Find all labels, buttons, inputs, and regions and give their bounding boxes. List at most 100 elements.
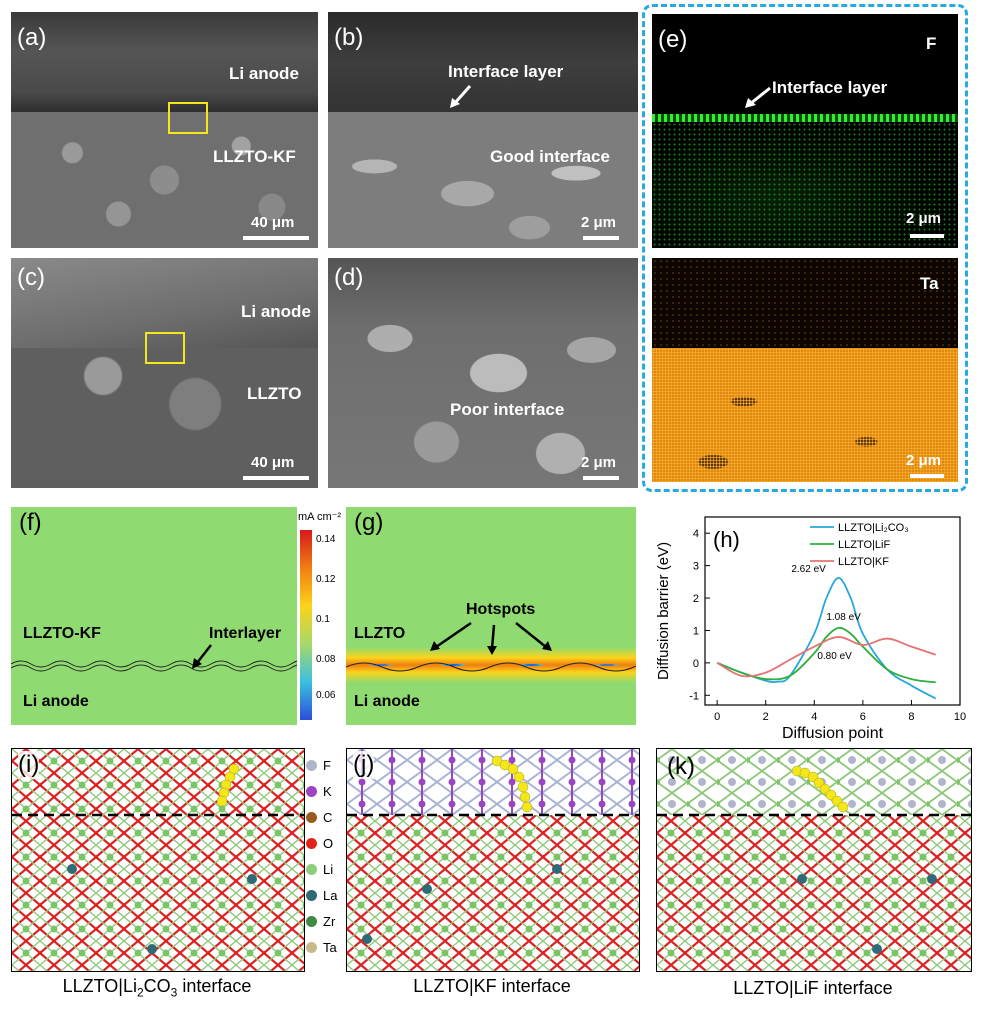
series-line-1 (716, 626, 936, 684)
x-axis-label: Diffusion point (782, 725, 884, 742)
panel-label-b: (b) (334, 24, 364, 51)
caption-i-part: interface (177, 976, 252, 996)
eds-map-fluorine: (e) F Interface layer 2 μm (652, 14, 958, 248)
atom-panel-i: (i) (11, 748, 305, 972)
scale-bar-label: 2 μm (906, 210, 942, 227)
interlayer-line (11, 660, 297, 672)
element-label-ta: Ta (920, 274, 939, 293)
interface-arrow (745, 86, 771, 108)
legend-item-o: O (306, 834, 333, 852)
y-axis-label: Diffusion barrier (eV) (655, 542, 672, 680)
legend-item-f: F (306, 756, 331, 774)
li-anode-layer (11, 12, 318, 112)
caption-i-part: LLZTO|Li (62, 976, 137, 996)
atomic-structure (12, 749, 304, 971)
caption-i-sub: 2 (136, 985, 144, 1000)
interlayer-label: Interlayer (209, 625, 282, 642)
element-dot-icon (306, 811, 317, 823)
y-tick-label: 1 (693, 625, 699, 637)
scale-bar (583, 476, 619, 480)
x-tick-label: 4 (811, 711, 817, 723)
y-tick-label: 3 (693, 561, 699, 573)
li-anode-label: Li anode (229, 64, 299, 83)
ceramic-surface (11, 348, 318, 488)
element-label-f: F (926, 34, 937, 53)
li-anode-label: Li anode (23, 693, 89, 710)
legend-label: O (323, 835, 334, 851)
scale-bar (910, 474, 944, 478)
legend-label: C (323, 809, 333, 825)
element-dot-icon (306, 889, 317, 901)
ceramic-grains (328, 112, 638, 248)
poor-interface-label: Poor interface (450, 400, 565, 419)
scale-bar-label: 40 μm (251, 454, 295, 471)
caption-i-part: CO (143, 976, 171, 996)
scale-bar-label: 40 μm (251, 214, 295, 231)
li-diffusion-path (491, 755, 533, 813)
element-dot-icon (306, 837, 317, 849)
colorbar (300, 530, 312, 720)
colorbar-tick-label: 0.12 (316, 574, 336, 585)
legend-item-zr: Zr (306, 912, 335, 930)
li-anode-label: Li anode (241, 302, 311, 321)
legend-label: F (323, 757, 331, 773)
scale-bar-label: 2 μm (906, 452, 942, 469)
legend-item-c: C (306, 808, 332, 826)
x-tick-label: 8 (908, 711, 914, 723)
colorbar-tick-label: 0.06 (316, 690, 336, 701)
panel-label-k: (k) (667, 753, 695, 780)
x-tick-label: 10 (954, 711, 966, 723)
legend-item-k: K (306, 782, 332, 800)
eds-map-tantalum: Ta 2 μm (652, 258, 958, 482)
fracture-surface (328, 258, 638, 488)
zoom-marker (145, 332, 185, 364)
good-interface-label: Good interface (490, 147, 610, 166)
element-dot-icon (306, 759, 317, 771)
legend-label: K (323, 783, 332, 799)
caption-j: LLZTO|KF interface (413, 976, 571, 996)
panel-label-d: (d) (334, 264, 364, 291)
diffusion-barrier-chart: 0 2 4 6 8 10 -1 0 1 2 3 4 Diffusion point Diffusion b… (655, 516, 966, 742)
legend-item-ta: Ta (306, 938, 337, 956)
tantalum-bulk (652, 348, 958, 482)
llzto-label: LLZTO (247, 384, 302, 403)
li-diffusion-path (216, 763, 240, 807)
interface-layer-label: Interface layer (448, 62, 564, 81)
llzto-label: LLZTO (354, 625, 406, 642)
scale-bar-label: 2 μm (581, 454, 617, 471)
interface-line (346, 662, 636, 672)
scale-bar (910, 234, 944, 238)
element-dot-icon (306, 915, 317, 927)
panel-label-j: (j) (353, 751, 375, 779)
scale-bar (243, 476, 309, 480)
sim-panel-f: (f) LLZTO-KF Interlayer Li anode (11, 507, 297, 725)
llzto-kf-label: LLZTO-KF (213, 147, 296, 166)
legend-label: Li (323, 861, 334, 877)
zoom-marker (168, 102, 208, 134)
panel-label-a: (a) (17, 24, 47, 51)
interface-layer-label: Interface layer (772, 78, 888, 97)
y-tick-label: 2 (693, 593, 699, 605)
y-tick-label: -1 (689, 690, 699, 702)
legend-item-la: La (306, 886, 337, 904)
element-dot-icon (306, 785, 317, 797)
llzto-kf-label: LLZTO-KF (23, 625, 101, 642)
scale-bar (243, 236, 309, 240)
panel-label-c: (c) (17, 264, 45, 291)
annotation-label: 0.80 eV (817, 651, 852, 662)
annotation-label: 1.08 eV (826, 612, 861, 623)
legend-label: LLZTO|KF (838, 556, 889, 568)
sem-panel-c: (c) Li anode LLZTO 40 μm (11, 258, 318, 488)
panel-label-g: (g) (354, 509, 384, 536)
fluorine-scatter (652, 122, 958, 248)
element-dot-icon (306, 863, 317, 875)
interface-arrow (450, 85, 472, 108)
atomic-structure (657, 749, 971, 971)
caption-i: LLZTO|Li2CO3 interface (11, 976, 303, 1000)
legend-label: LLZTO|Li₂CO₃ (838, 522, 909, 534)
scale-bar (583, 236, 619, 240)
y-tick-label: 4 (693, 528, 699, 540)
li-diffusion-path (791, 765, 849, 813)
hotspots-label: Hotspots (466, 601, 536, 618)
scale-bar-label: 2 μm (581, 214, 617, 231)
